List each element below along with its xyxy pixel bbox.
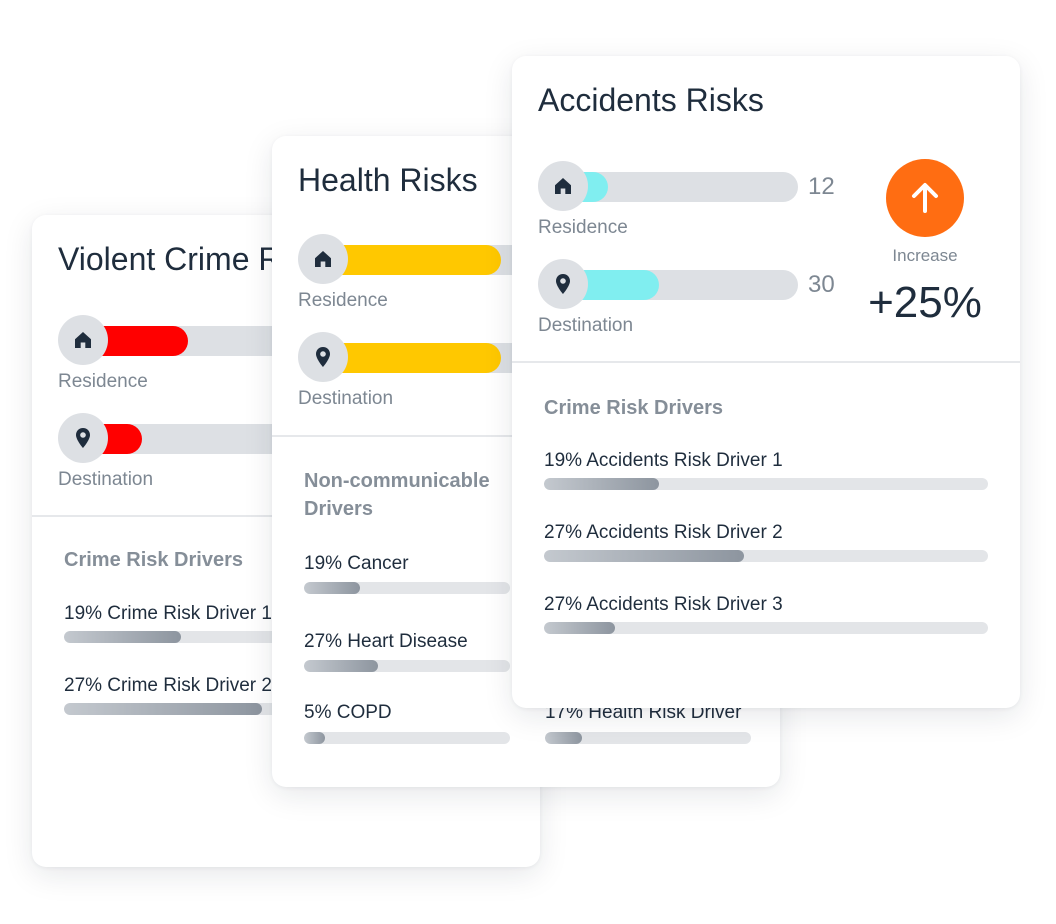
driver-label: 19% Cancer <box>304 553 409 574</box>
driver-item: 27% Crime Risk Driver 2 <box>64 675 514 715</box>
driver-bar-fill <box>304 582 360 594</box>
driver-bar <box>544 550 988 562</box>
driver-item: 19% Accidents Risk Driver 1 <box>544 450 988 490</box>
driver-bar-fill <box>545 732 583 744</box>
driver-label: 19% Crime Risk Driver 1 <box>64 603 272 624</box>
divider <box>512 361 1020 363</box>
residence-label: Residence <box>58 371 148 392</box>
driver-label: 27% Accidents Risk Driver 2 <box>544 522 783 543</box>
accidents-risks-card: Accidents Risks 12 Residence 30 Destinat… <box>512 56 1020 708</box>
driver-item: 27% Heart Disease <box>304 631 510 672</box>
home-icon <box>538 161 588 211</box>
location-pin-icon <box>298 332 348 382</box>
card-title: Accidents Risks <box>538 82 764 118</box>
driver-bar-fill <box>64 631 181 643</box>
residence-bar <box>563 172 798 202</box>
driver-label: 19% Accidents Risk Driver 1 <box>544 450 783 471</box>
driver-bar <box>304 732 510 744</box>
residence-label: Residence <box>298 290 388 311</box>
driver-label: 27% Crime Risk Driver 2 <box>64 675 272 696</box>
driver-bar-fill <box>544 478 660 490</box>
driver-label: 27% Accidents Risk Driver 3 <box>544 594 783 615</box>
driver-label: 27% Heart Disease <box>304 631 468 652</box>
destination-label: Destination <box>298 388 394 409</box>
driver-bar <box>544 622 988 634</box>
arrow-up-icon <box>886 159 964 237</box>
section-title: Crime Risk Drivers <box>64 549 243 571</box>
driver-bar-fill <box>304 660 379 672</box>
location-pin-icon <box>538 259 588 309</box>
driver-bar-fill <box>544 550 744 562</box>
driver-label: 5% COPD <box>304 702 392 723</box>
home-icon <box>58 315 108 365</box>
destination-label: Destination <box>538 315 634 336</box>
driver-bar <box>304 582 510 594</box>
destination-value: 30 <box>808 271 835 298</box>
destination-bar <box>563 270 798 300</box>
driver-item: 27% Accidents Risk Driver 3 <box>544 594 988 634</box>
driver-bar-fill <box>304 732 325 744</box>
destination-label: Destination <box>58 469 154 490</box>
card-title: Health Risks <box>298 162 478 198</box>
driver-item: 19% Crime Risk Driver 1 <box>64 603 514 643</box>
home-icon <box>298 234 348 284</box>
driver-bar <box>545 732 751 744</box>
residence-value: 12 <box>808 173 835 200</box>
residence-label: Residence <box>538 217 628 238</box>
driver-item: 19% Cancer <box>304 553 510 594</box>
destination-bar-fill <box>323 343 501 373</box>
increase-value: +25% <box>868 278 982 327</box>
driver-bar-fill <box>544 622 616 634</box>
driver-bar <box>304 660 510 672</box>
increase-label: Increase <box>892 246 958 265</box>
driver-item: 5% COPD <box>304 702 510 744</box>
location-pin-icon <box>58 413 108 463</box>
driver-item: 27% Accidents Risk Driver 2 <box>544 522 988 562</box>
residence-bar-fill <box>323 245 501 275</box>
driver-bar <box>544 478 988 490</box>
section-title: Crime Risk Drivers <box>544 397 723 419</box>
driver-bar-fill <box>64 703 262 715</box>
section-title: Non-communicable Drivers <box>304 470 490 520</box>
